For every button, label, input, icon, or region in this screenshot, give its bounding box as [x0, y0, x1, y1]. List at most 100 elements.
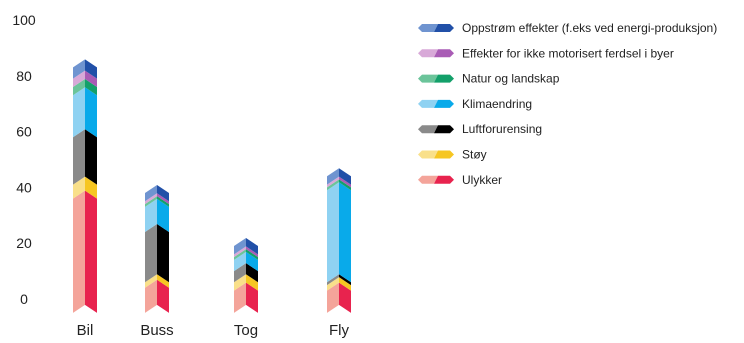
- bar-segment: [234, 251, 258, 272]
- bar-segment-face-left: [73, 79, 85, 96]
- legend-swatch-left: [418, 175, 438, 184]
- bar-segment-face-left: [327, 274, 339, 286]
- bar-segment: [145, 198, 169, 232]
- legend-swatch-left: [418, 24, 438, 32]
- bar-bil: [73, 59, 97, 313]
- legend-swatch-right: [434, 24, 454, 32]
- bar-segment-face-left: [327, 182, 339, 283]
- bar-fly: [327, 168, 351, 313]
- legend-swatch-right: [434, 175, 454, 184]
- legend-label: Ulykker: [462, 173, 502, 187]
- bar-segment: [327, 182, 351, 283]
- bar-segment-face-left: [73, 176, 85, 199]
- legend-item: Oppstrøm effekter (f.eks ved energi-prod…: [418, 21, 717, 35]
- bar-segment-face-left: [73, 190, 85, 313]
- bar-segment-face-right: [85, 87, 97, 138]
- legend-label: Natur og landskap: [462, 72, 560, 86]
- legend-swatch-left: [418, 49, 438, 58]
- bar-segment-face-left: [234, 246, 246, 258]
- bar-segment-face-right: [246, 249, 258, 260]
- bar-segment: [327, 179, 351, 191]
- bar-segment-face-left: [327, 168, 339, 185]
- bar-segment: [145, 196, 169, 207]
- bar-segment: [234, 282, 258, 313]
- bar-segment-face-right: [85, 129, 97, 185]
- bar-segment-face-left: [327, 277, 339, 291]
- bar-segment: [73, 59, 97, 79]
- legend-swatch-left: [418, 74, 438, 83]
- bar-segment-face-left: [145, 193, 157, 205]
- legend-item: Klimaendring: [418, 97, 532, 111]
- bar-segment: [234, 274, 258, 291]
- bar-segment: [73, 87, 97, 138]
- bar-segment-face-left: [234, 238, 246, 255]
- bar-segment-face-right: [339, 282, 351, 313]
- legend-swatch-right: [434, 150, 454, 159]
- bar-segment-face-right: [157, 185, 169, 202]
- bar-segment: [234, 246, 258, 258]
- legend-swatch-right: [434, 125, 454, 134]
- bar-segment-face-right: [246, 263, 258, 283]
- bar-segment-face-right: [246, 238, 258, 255]
- bar-segment-face-left: [73, 129, 85, 185]
- bar-segment-face-right: [246, 274, 258, 291]
- bar-segment-face-left: [234, 274, 246, 291]
- bar-segment-face-left: [234, 282, 246, 313]
- legend-swatch-left: [418, 150, 438, 159]
- bar-segment: [234, 238, 258, 255]
- bar-segment-face-right: [157, 198, 169, 232]
- bar-segment-face-left: [145, 274, 157, 288]
- legend-item: Natur og landskap: [418, 72, 560, 86]
- bar-segment-face-left: [145, 198, 157, 232]
- bar-segment: [73, 70, 97, 87]
- legend-item: Luftforurensing: [418, 122, 542, 136]
- bar-segment: [145, 185, 169, 202]
- bar-segment-face-right: [339, 168, 351, 185]
- y-tick-label: 40: [16, 179, 32, 195]
- legend-item: Støy: [418, 148, 487, 162]
- bar-buss: [145, 185, 169, 313]
- x-tick-label: Tog: [234, 322, 258, 339]
- legend-swatch-left: [418, 99, 438, 108]
- bar-segment: [73, 190, 97, 313]
- bar-segment-face-right: [246, 251, 258, 272]
- bar-segment-face-left: [327, 176, 339, 188]
- bar-segment: [327, 168, 351, 185]
- bar-segment: [327, 282, 351, 313]
- bar-segment: [145, 274, 169, 288]
- bar-segment-face-right: [85, 79, 97, 96]
- bar-segment-face-left: [327, 282, 339, 313]
- bar-segment-face-left: [145, 185, 157, 202]
- y-tick-label: 80: [16, 68, 32, 84]
- legend-label: Støy: [462, 148, 487, 162]
- bar-segment: [234, 249, 258, 260]
- bar-segment-face-right: [339, 182, 351, 283]
- bar-segment-face-right: [339, 179, 351, 191]
- bar-tog: [234, 238, 258, 313]
- bars: [73, 59, 351, 313]
- y-tick-label: 100: [12, 12, 36, 28]
- bar-segment-face-right: [339, 274, 351, 286]
- bar-segment-face-right: [85, 176, 97, 199]
- bar-segment-face-left: [145, 196, 157, 207]
- bar-segment: [73, 79, 97, 96]
- bar-segment: [327, 277, 351, 291]
- bar-segment-face-right: [246, 282, 258, 313]
- bar-segment-face-left: [327, 179, 339, 191]
- y-axis: 0 20 40 60 80 100: [12, 12, 36, 307]
- bar-segment-face-left: [145, 224, 157, 283]
- y-tick-label: 0: [20, 291, 28, 307]
- bar-segment-face-right: [246, 246, 258, 258]
- legend-item: Effekter for ikke motorisert ferdsel i b…: [418, 46, 674, 60]
- legend-label: Klimaendring: [462, 97, 532, 111]
- bar-segment-face-left: [145, 279, 157, 313]
- bar-segment: [234, 263, 258, 283]
- bar-segment-face-right: [85, 59, 97, 79]
- legend-swatch-left: [418, 125, 438, 134]
- bar-segment-face-right: [339, 176, 351, 188]
- legend-swatch-right: [434, 99, 454, 108]
- x-tick-label: Bil: [77, 322, 94, 339]
- bar-segment-face-right: [157, 196, 169, 207]
- bar-segment-face-right: [157, 224, 169, 283]
